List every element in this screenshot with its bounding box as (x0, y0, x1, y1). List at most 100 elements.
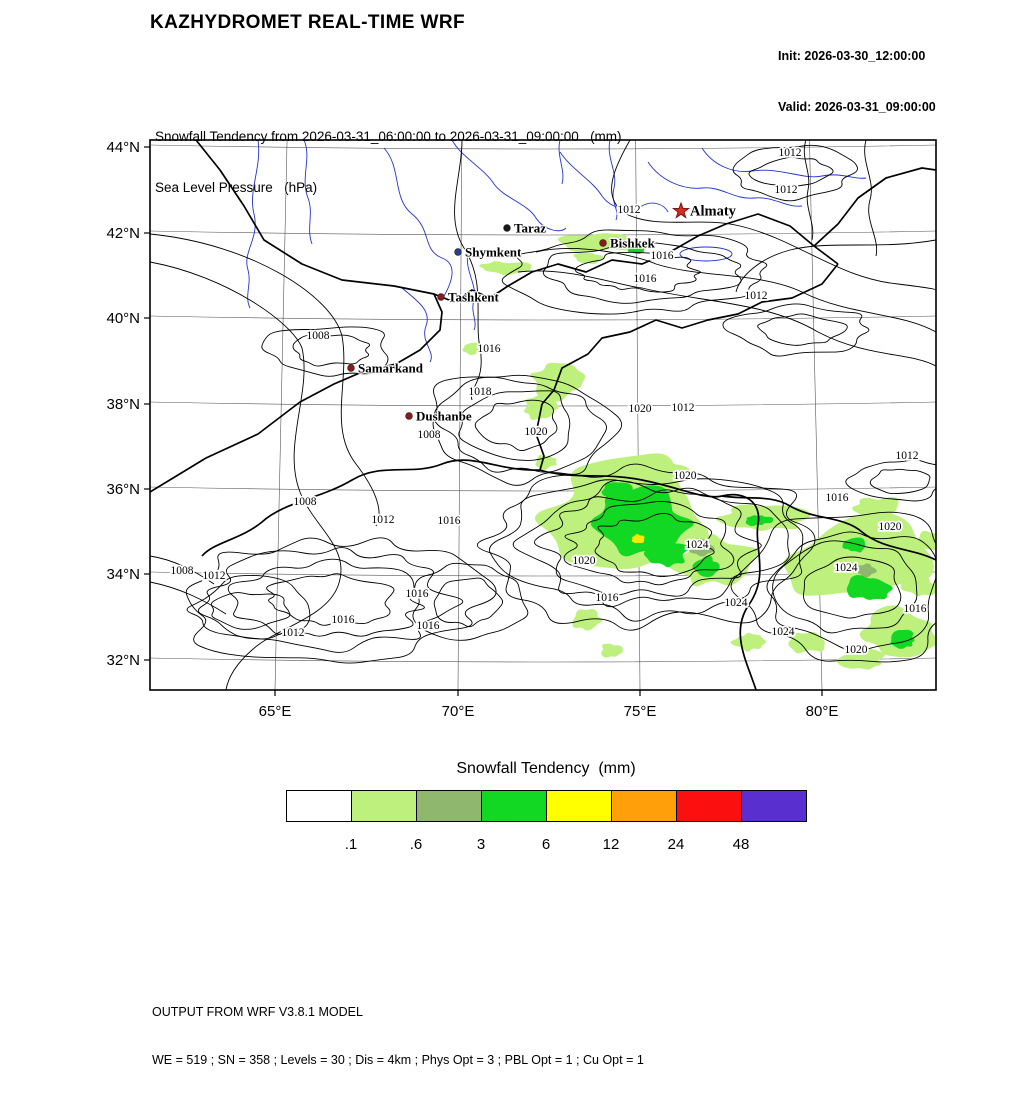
river-line (558, 140, 564, 185)
isobar-label: 1016 (904, 603, 927, 615)
river-line (701, 147, 867, 179)
axis-layer: 44°N 42°N 40°N 38°N 36°N 34°N 32°N 65°E 70°E 75°E… (106, 139, 838, 720)
isobar-ring (594, 512, 715, 577)
isobar-label: 1008 (307, 330, 330, 342)
isobar-label: 1024 (772, 626, 795, 638)
isobar-ring (412, 562, 529, 641)
legend-color-box (351, 790, 417, 822)
isobar-ring (227, 558, 425, 637)
isobar-label: 1020 (573, 555, 596, 567)
snowfall-shaded-area (601, 643, 623, 658)
lat-tick-label: 38°N (106, 396, 140, 413)
city-marker-dot (454, 248, 462, 256)
isobar-label: 1008 (418, 429, 441, 441)
isobar-ring (292, 333, 370, 367)
river-line (383, 147, 453, 297)
isobar-label: 1024 (835, 562, 858, 574)
border-line (201, 403, 545, 557)
legend-color-box (741, 790, 807, 822)
init-time: Init: 2026-03-30_12:00:00 (778, 49, 926, 63)
legend-title: Snowfall Tendency (mm) (456, 760, 636, 777)
legend-color-box (546, 790, 612, 822)
isobar-ring (803, 556, 902, 619)
snowfall-shaded-area (462, 342, 481, 356)
lat-tick-label: 40°N (106, 310, 140, 327)
river-line (303, 140, 313, 245)
legend-color-box (416, 790, 482, 822)
isobar-label: 1016 (826, 492, 849, 504)
city-marker-star (671, 201, 691, 219)
isobar-labels-layer: 1012 1012 1012 1016 1016 1012 1008 1016 1018 1020… (169, 145, 929, 658)
isobar-label: 1008 (294, 496, 317, 508)
snowfall-shaded-area (651, 463, 690, 480)
isobar-line (150, 555, 215, 585)
isobar-line (864, 140, 878, 257)
legend-threshold-label: 6 (541, 836, 551, 853)
isobar-label: 1016 (332, 614, 355, 626)
isobar-ring (766, 531, 936, 652)
isobar-ring (197, 547, 464, 653)
lat-tick-label: 32°N (106, 652, 140, 669)
run-times: Init: 2026-03-30_12:00:00 Valid: 2026-03… (778, 14, 936, 150)
isobar-ring (542, 242, 742, 304)
isobar-label: 1016 (438, 515, 461, 527)
isobar-label: 1020 (525, 426, 548, 438)
isobar-ring (563, 500, 735, 586)
lake-outline (679, 246, 733, 262)
snowfall-shaded-area (479, 261, 532, 276)
legend-threshold-label: 3 (476, 836, 486, 853)
snowfall-shaded-area (842, 537, 866, 553)
legend: Snowfall Tendency (mm) .1 .6 3 6 12 24 48 (0, 760, 1024, 870)
river-line (401, 287, 432, 363)
lat-tick-label: 42°N (106, 225, 140, 242)
city-marker-dot (437, 293, 445, 301)
isobar-ring (186, 574, 311, 640)
snowfall-shaded-area (730, 632, 766, 652)
lat-tick-label: 34°N (106, 566, 140, 583)
lon-tick-label: 70°E (442, 703, 475, 720)
snowfall-shaded-area (689, 538, 715, 557)
legend-threshold-label: 24 (667, 836, 685, 853)
isobar-ring (772, 540, 918, 634)
snowfall-shaded-area (573, 252, 604, 264)
isobar-line (735, 239, 936, 293)
border-line (721, 495, 936, 561)
border-line (813, 167, 936, 247)
city-label: Bishkek (610, 236, 656, 251)
snowfall-shaded-area (631, 534, 645, 544)
isobar-rings (185, 144, 936, 664)
isobar-label: 1016 (634, 273, 657, 285)
legend-color-box (611, 790, 677, 822)
lat-tick-label: 44°N (106, 139, 140, 156)
city-label: Shymkent (465, 245, 522, 260)
isobar-label: 1008 (171, 565, 194, 577)
isobar-label: 1020 (845, 644, 868, 656)
pressure-field-title: Sea Level Pressure (hPa) (155, 180, 318, 195)
isobar-label: 1012 (672, 402, 695, 414)
country-borders (150, 140, 936, 690)
isobar-label: 1012 (282, 627, 305, 639)
snowfall-shaded-area (900, 574, 936, 597)
isobar-label: 1016 (406, 588, 429, 600)
isobar-ring (433, 376, 607, 473)
isobar-label: 1012 (896, 450, 919, 462)
snowfall-shaded-area (846, 575, 893, 600)
city-label: Tashkent (448, 290, 499, 305)
isobar-label: 1018 (469, 386, 492, 398)
isobar-label: 1016 (478, 343, 501, 355)
valid-time: Valid: 2026-03-31_09:00:00 (778, 100, 936, 114)
isobar-label: 1012 (372, 514, 395, 526)
isobar-line (535, 248, 936, 333)
city-marker-dot (503, 224, 511, 232)
isobar-ring (501, 229, 768, 315)
isobar-label: 1016 (417, 620, 440, 632)
city-label: Dushanbe (416, 409, 472, 424)
footer: OUTPUT FROM WRF V3.8.1 MODEL WE = 519 ; … (152, 972, 644, 1100)
isobar-ring (757, 313, 848, 346)
isobar-line (150, 261, 342, 690)
isobar-line (803, 140, 814, 241)
isobar-line (611, 140, 936, 291)
river-line (559, 151, 669, 213)
isobar-line (150, 233, 380, 527)
legend-colorbar (286, 790, 807, 822)
